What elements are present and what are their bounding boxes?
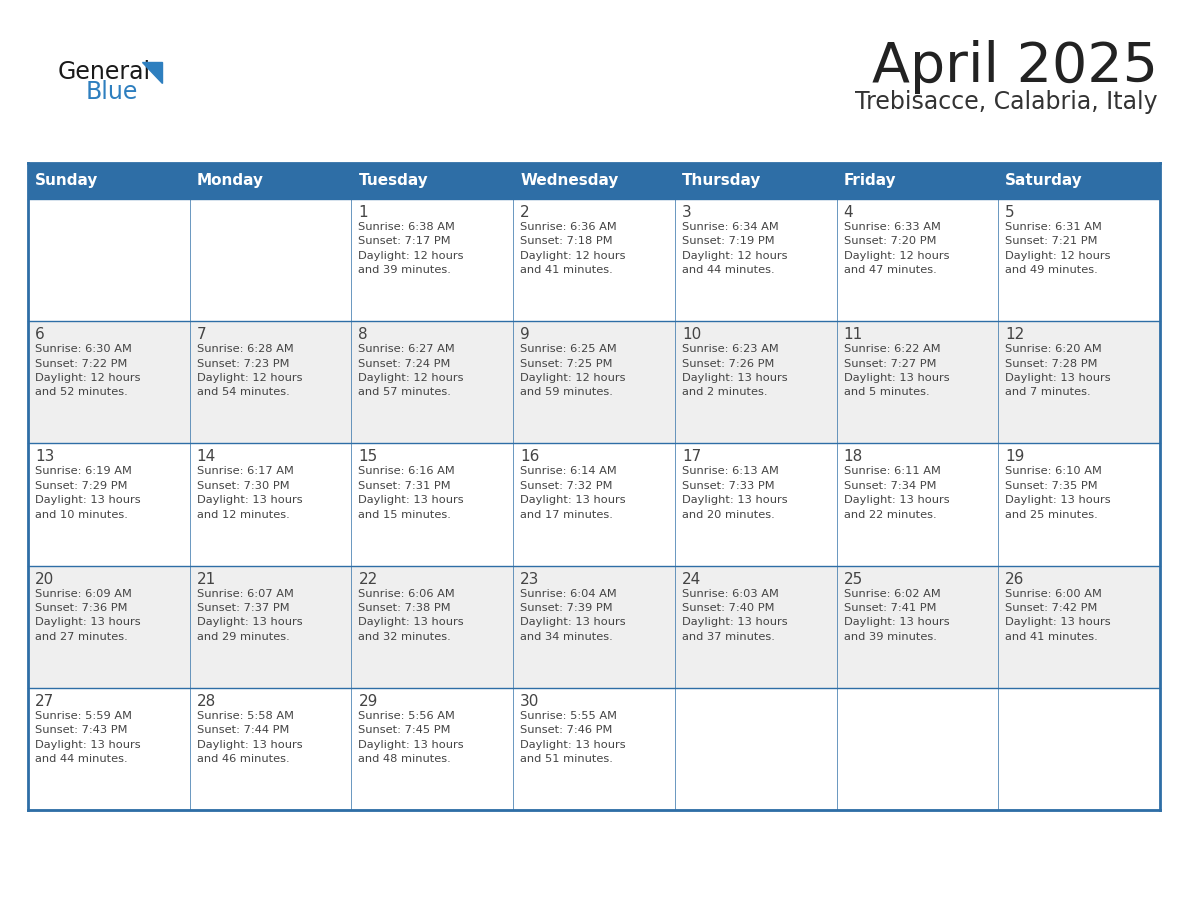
Text: 22: 22 [359,572,378,587]
Bar [29,688,1159,810]
Text: 8: 8 [359,327,368,342]
Text: Trebisacce, Calabria, Italy: Trebisacce, Calabria, Italy [855,90,1158,114]
Text: 24: 24 [682,572,701,587]
Text: April 2025: April 2025 [872,40,1158,94]
Text: Sunrise: 6:23 AM
Sunset: 7:26 PM
Daylight: 13 hours
and 2 minutes.: Sunrise: 6:23 AM Sunset: 7:26 PM Dayligh… [682,344,788,397]
Text: Monday: Monday [197,174,264,188]
Text: Sunrise: 6:09 AM
Sunset: 7:36 PM
Daylight: 13 hours
and 27 minutes.: Sunrise: 6:09 AM Sunset: 7:36 PM Dayligh… [34,588,140,642]
Bar [29,565,1159,688]
Text: Sunrise: 6:07 AM
Sunset: 7:37 PM
Daylight: 13 hours
and 29 minutes.: Sunrise: 6:07 AM Sunset: 7:37 PM Dayligh… [197,588,302,642]
Text: Sunrise: 6:03 AM
Sunset: 7:40 PM
Daylight: 13 hours
and 37 minutes.: Sunrise: 6:03 AM Sunset: 7:40 PM Dayligh… [682,588,788,642]
Text: 9: 9 [520,327,530,342]
Text: 12: 12 [1005,327,1024,342]
Text: 3: 3 [682,205,691,220]
Text: Sunrise: 6:10 AM
Sunset: 7:35 PM
Daylight: 13 hours
and 25 minutes.: Sunrise: 6:10 AM Sunset: 7:35 PM Dayligh… [1005,466,1111,520]
Text: Saturday: Saturday [1005,174,1083,188]
Text: Sunrise: 6:06 AM
Sunset: 7:38 PM
Daylight: 13 hours
and 32 minutes.: Sunrise: 6:06 AM Sunset: 7:38 PM Dayligh… [359,588,465,642]
Text: Sunrise: 5:56 AM
Sunset: 7:45 PM
Daylight: 13 hours
and 48 minutes.: Sunrise: 5:56 AM Sunset: 7:45 PM Dayligh… [359,711,465,764]
Text: Sunrise: 6:16 AM
Sunset: 7:31 PM
Daylight: 13 hours
and 15 minutes.: Sunrise: 6:16 AM Sunset: 7:31 PM Dayligh… [359,466,465,520]
Text: 28: 28 [197,694,216,709]
Text: 16: 16 [520,450,539,465]
Text: Blue: Blue [86,80,138,104]
Text: Sunrise: 6:02 AM
Sunset: 7:41 PM
Daylight: 13 hours
and 39 minutes.: Sunrise: 6:02 AM Sunset: 7:41 PM Dayligh… [843,588,949,642]
Text: 11: 11 [843,327,862,342]
Text: 2: 2 [520,205,530,220]
Bar [29,199,1159,321]
Text: 10: 10 [682,327,701,342]
Text: Friday: Friday [843,174,896,188]
Bar [29,443,1159,565]
Text: 14: 14 [197,450,216,465]
Text: 25: 25 [843,572,862,587]
Text: 6: 6 [34,327,45,342]
Text: Sunrise: 5:59 AM
Sunset: 7:43 PM
Daylight: 13 hours
and 44 minutes.: Sunrise: 5:59 AM Sunset: 7:43 PM Dayligh… [34,711,140,764]
Text: Sunrise: 6:30 AM
Sunset: 7:22 PM
Daylight: 12 hours
and 52 minutes.: Sunrise: 6:30 AM Sunset: 7:22 PM Dayligh… [34,344,140,397]
Text: Sunrise: 6:04 AM
Sunset: 7:39 PM
Daylight: 13 hours
and 34 minutes.: Sunrise: 6:04 AM Sunset: 7:39 PM Dayligh… [520,588,626,642]
Text: Sunrise: 6:28 AM
Sunset: 7:23 PM
Daylight: 12 hours
and 54 minutes.: Sunrise: 6:28 AM Sunset: 7:23 PM Dayligh… [197,344,302,397]
Text: 18: 18 [843,450,862,465]
Polygon shape [143,62,162,83]
Text: Sunrise: 6:00 AM
Sunset: 7:42 PM
Daylight: 13 hours
and 41 minutes.: Sunrise: 6:00 AM Sunset: 7:42 PM Dayligh… [1005,588,1111,642]
Text: Sunrise: 6:38 AM
Sunset: 7:17 PM
Daylight: 12 hours
and 39 minutes.: Sunrise: 6:38 AM Sunset: 7:17 PM Dayligh… [359,222,465,275]
Text: Sunrise: 6:17 AM
Sunset: 7:30 PM
Daylight: 13 hours
and 12 minutes.: Sunrise: 6:17 AM Sunset: 7:30 PM Dayligh… [197,466,302,520]
Text: 17: 17 [682,450,701,465]
Text: Sunrise: 6:25 AM
Sunset: 7:25 PM
Daylight: 12 hours
and 59 minutes.: Sunrise: 6:25 AM Sunset: 7:25 PM Dayligh… [520,344,626,397]
Text: 19: 19 [1005,450,1025,465]
Text: 1: 1 [359,205,368,220]
Text: 29: 29 [359,694,378,709]
Text: Sunrise: 6:14 AM
Sunset: 7:32 PM
Daylight: 13 hours
and 17 minutes.: Sunrise: 6:14 AM Sunset: 7:32 PM Dayligh… [520,466,626,520]
Text: Thursday: Thursday [682,174,762,188]
Text: 26: 26 [1005,572,1025,587]
Text: Sunrise: 6:31 AM
Sunset: 7:21 PM
Daylight: 12 hours
and 49 minutes.: Sunrise: 6:31 AM Sunset: 7:21 PM Dayligh… [1005,222,1111,275]
Text: Sunday: Sunday [34,174,99,188]
Text: 5: 5 [1005,205,1015,220]
Text: 23: 23 [520,572,539,587]
Text: 13: 13 [34,450,55,465]
Text: Sunrise: 6:33 AM
Sunset: 7:20 PM
Daylight: 12 hours
and 47 minutes.: Sunrise: 6:33 AM Sunset: 7:20 PM Dayligh… [843,222,949,275]
Text: Sunrise: 6:19 AM
Sunset: 7:29 PM
Daylight: 13 hours
and 10 minutes.: Sunrise: 6:19 AM Sunset: 7:29 PM Dayligh… [34,466,140,520]
Text: 21: 21 [197,572,216,587]
Text: Sunrise: 6:13 AM
Sunset: 7:33 PM
Daylight: 13 hours
and 20 minutes.: Sunrise: 6:13 AM Sunset: 7:33 PM Dayligh… [682,466,788,520]
Bar [29,321,1159,443]
Text: 15: 15 [359,450,378,465]
Text: Tuesday: Tuesday [359,174,428,188]
Text: Sunrise: 5:55 AM
Sunset: 7:46 PM
Daylight: 13 hours
and 51 minutes.: Sunrise: 5:55 AM Sunset: 7:46 PM Dayligh… [520,711,626,764]
Text: General: General [58,60,151,84]
Text: 7: 7 [197,327,207,342]
Text: Sunrise: 6:27 AM
Sunset: 7:24 PM
Daylight: 12 hours
and 57 minutes.: Sunrise: 6:27 AM Sunset: 7:24 PM Dayligh… [359,344,465,397]
Text: Wednesday: Wednesday [520,174,619,188]
Bar [29,163,1159,199]
Text: Sunrise: 6:11 AM
Sunset: 7:34 PM
Daylight: 13 hours
and 22 minutes.: Sunrise: 6:11 AM Sunset: 7:34 PM Dayligh… [843,466,949,520]
Text: Sunrise: 6:22 AM
Sunset: 7:27 PM
Daylight: 13 hours
and 5 minutes.: Sunrise: 6:22 AM Sunset: 7:27 PM Dayligh… [843,344,949,397]
Text: 30: 30 [520,694,539,709]
Text: 20: 20 [34,572,55,587]
Text: Sunrise: 6:20 AM
Sunset: 7:28 PM
Daylight: 13 hours
and 7 minutes.: Sunrise: 6:20 AM Sunset: 7:28 PM Dayligh… [1005,344,1111,397]
Text: Sunrise: 5:58 AM
Sunset: 7:44 PM
Daylight: 13 hours
and 46 minutes.: Sunrise: 5:58 AM Sunset: 7:44 PM Dayligh… [197,711,302,764]
Text: 27: 27 [34,694,55,709]
Text: Sunrise: 6:34 AM
Sunset: 7:19 PM
Daylight: 12 hours
and 44 minutes.: Sunrise: 6:34 AM Sunset: 7:19 PM Dayligh… [682,222,788,275]
Text: Sunrise: 6:36 AM
Sunset: 7:18 PM
Daylight: 12 hours
and 41 minutes.: Sunrise: 6:36 AM Sunset: 7:18 PM Dayligh… [520,222,626,275]
Text: 4: 4 [843,205,853,220]
